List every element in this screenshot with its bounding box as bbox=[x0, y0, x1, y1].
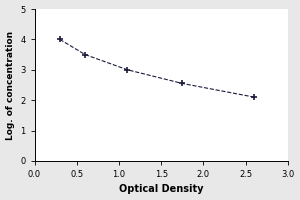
Y-axis label: Log. of concentration: Log. of concentration bbox=[6, 30, 15, 140]
X-axis label: Optical Density: Optical Density bbox=[119, 184, 203, 194]
